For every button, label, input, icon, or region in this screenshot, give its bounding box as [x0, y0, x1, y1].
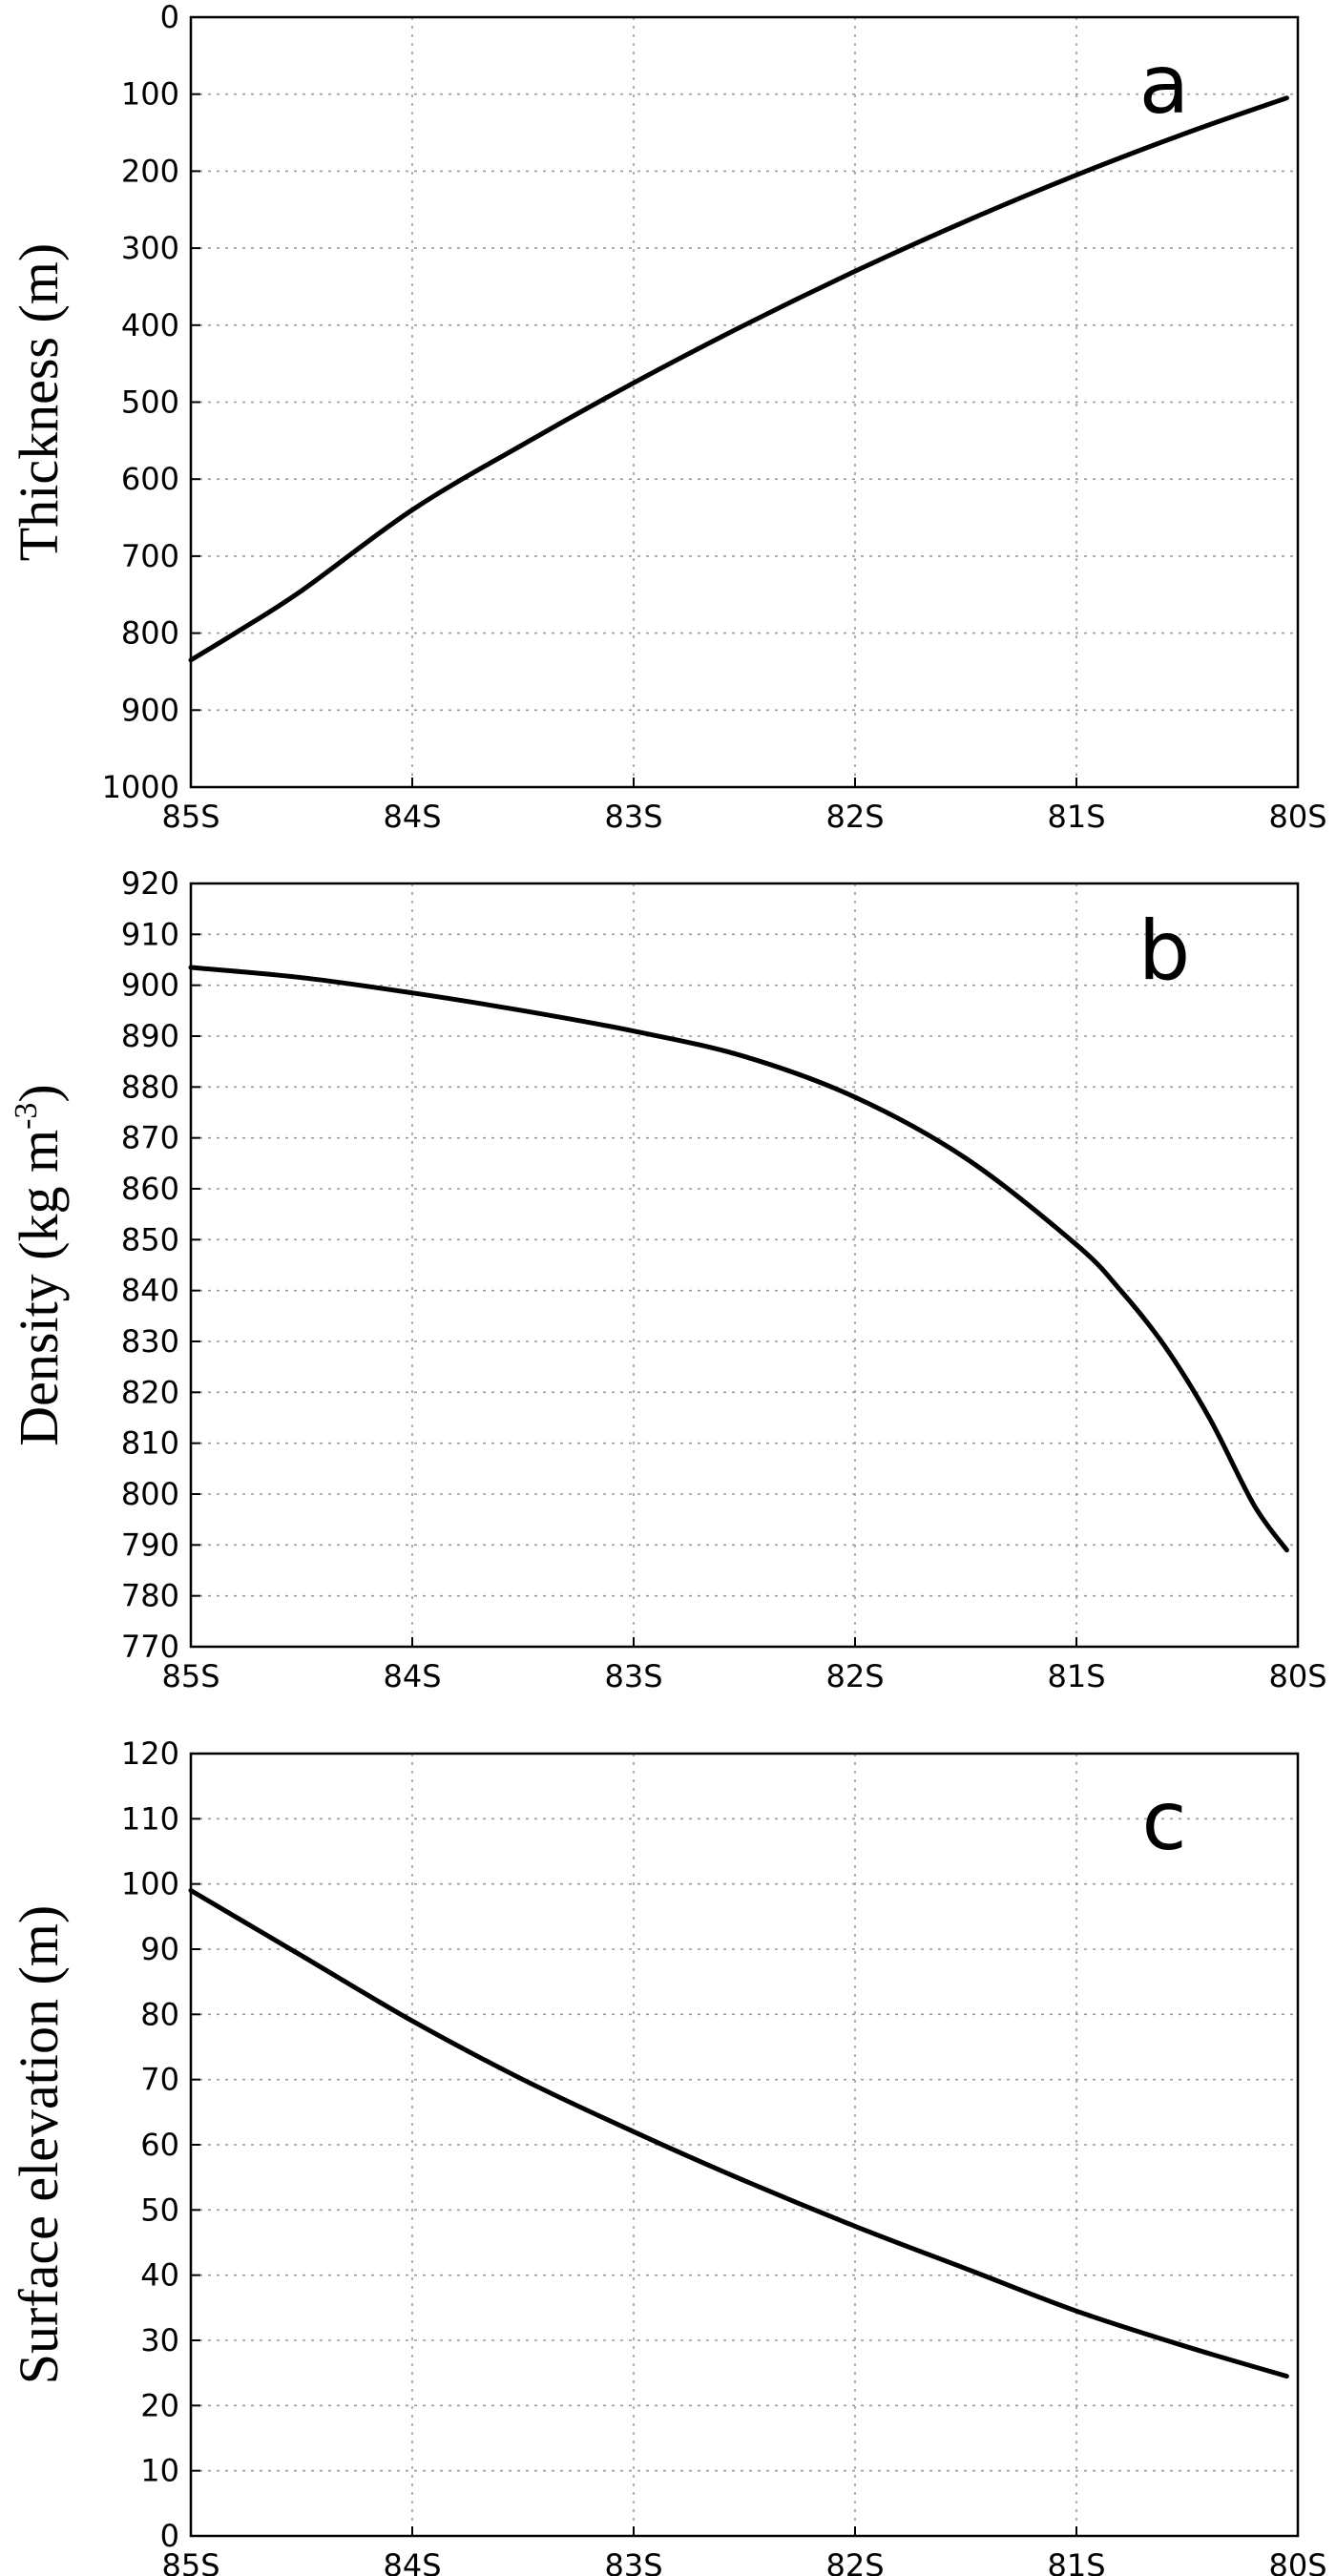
x-tick-label: 84S [383, 2547, 441, 2576]
y-axis-label: Surface elevation (m) [8, 1905, 70, 2384]
y-tick-label: 70 [140, 2062, 179, 2098]
y-tick-label: 500 [121, 384, 179, 421]
y-tick-label: 890 [121, 1018, 179, 1054]
y-tick-label: 600 [121, 461, 179, 497]
y-tick-label: 100 [121, 1866, 179, 1902]
y-tick-label: 50 [140, 2192, 179, 2228]
y-tick-label: 820 [121, 1374, 179, 1410]
y-axis-label-superscript: -3 [9, 1103, 44, 1130]
y-tick-label: 700 [121, 538, 179, 574]
x-tick-label: 84S [383, 799, 441, 835]
y-axis-label-text: Density (kg m [8, 1130, 70, 1446]
series-line-b [188, 965, 1289, 1553]
y-tick-label: 60 [140, 2127, 179, 2163]
y-tick-label: 800 [121, 1476, 179, 1512]
chart-panel-b: 85S 84S 83S 82S 81S 80S 770 780 790 800 810 820 830 8… [8, 865, 1327, 1694]
y-tick-label: 790 [121, 1527, 179, 1563]
y-tick-label: 200 [121, 153, 179, 189]
panel-label: b [1138, 904, 1191, 999]
y-tick-label: 780 [121, 1578, 179, 1614]
x-tick-label: 85S [161, 1658, 219, 1694]
x-tick-label: 83S [604, 799, 662, 835]
y-tick-label: 830 [121, 1323, 179, 1360]
y-tick-label: 850 [121, 1221, 179, 1257]
y-tick-label: 920 [121, 865, 179, 902]
chart-panel-a: 85S 84S 83S 82S 81S 80S 0 100 200 300 400 500 600 700… [8, 0, 1327, 835]
x-tick-label: 81S [1047, 1658, 1105, 1694]
y-tick-label: 900 [121, 967, 179, 1004]
y-axis-label: Thickness (m) [8, 243, 70, 561]
y-tick-label: 300 [121, 230, 179, 266]
y-tick-label: 0 [160, 0, 179, 35]
y-tick-label: 910 [121, 916, 179, 952]
x-tick-label: 80S [1268, 1658, 1326, 1694]
y-tick-label: 860 [121, 1171, 179, 1207]
x-tick-label: 82S [825, 799, 884, 835]
y-tick-label: 40 [140, 2257, 179, 2294]
y-axis-label-suffix: ) [8, 1084, 70, 1102]
y-tick-label: 870 [121, 1120, 179, 1156]
x-tick-label: 82S [825, 2547, 884, 2576]
y-tick-label: 120 [121, 1735, 179, 1772]
x-tick-label: 84S [383, 1658, 441, 1694]
chart-panel-c: 85S 84S 83S 82S 81S 80S 0 10 20 30 40 50 60 70 80 90 100… [8, 1735, 1327, 2576]
y-tick-label: 810 [121, 1425, 179, 1462]
y-tick-label: 10 [140, 2453, 179, 2489]
plot-frame [189, 882, 1300, 1649]
plot-frame [189, 1752, 1300, 2538]
y-tick-label: 900 [121, 692, 179, 728]
y-axis-label-text: Thickness (m) [8, 243, 70, 561]
x-tick-label: 80S [1268, 2547, 1326, 2576]
x-tick-label: 81S [1047, 2547, 1105, 2576]
x-tick-label: 80S [1268, 799, 1326, 835]
series-line-a [188, 95, 1289, 663]
y-tick-label: 20 [140, 2387, 179, 2423]
panel-label: a [1139, 37, 1190, 133]
y-tick-label: 400 [121, 307, 179, 343]
y-tick-label: 840 [121, 1273, 179, 1309]
y-tick-label: 90 [140, 1931, 179, 1967]
y-tick-label: 80 [140, 1996, 179, 2032]
y-tick-label: 100 [121, 76, 179, 113]
y-tick-label: 880 [121, 1069, 179, 1105]
y-tick-label: 800 [121, 615, 179, 652]
y-tick-label: 30 [140, 2322, 179, 2358]
y-tick-label: 1000 [102, 769, 179, 805]
x-tick-label: 82S [825, 1658, 884, 1694]
x-tick-label: 83S [604, 2547, 662, 2576]
y-tick-label: 770 [121, 1629, 179, 1665]
y-axis-label: Density (kg m-3) [8, 1084, 70, 1446]
x-tick-label: 83S [604, 1658, 662, 1694]
y-tick-label: 110 [121, 1800, 179, 1837]
x-tick-label: 85S [161, 2547, 219, 2576]
plot-frame [189, 15, 1300, 789]
y-tick-label: 0 [160, 2518, 179, 2554]
y-axis-label-text: Surface elevation (m) [8, 1905, 70, 2384]
x-tick-label: 85S [161, 799, 219, 835]
x-tick-label: 81S [1047, 799, 1105, 835]
series-line-c [188, 1888, 1289, 2379]
panel-label: c [1141, 1774, 1186, 1869]
